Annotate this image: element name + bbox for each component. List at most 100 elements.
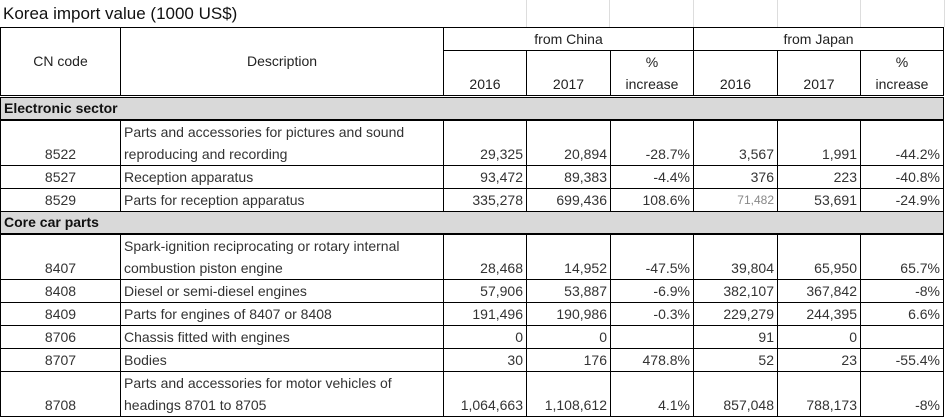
header-japan-pct: % increase	[860, 50, 944, 98]
china-2017-cell: 53,887	[526, 279, 611, 303]
japan-2016-cell: 229,279	[693, 302, 778, 326]
japan-pct-cell: -8%	[860, 371, 944, 417]
japan-pct-cell: -40.8%	[860, 165, 944, 189]
japan-2017-cell: 223	[777, 165, 861, 189]
section-row: Core car parts	[0, 211, 944, 235]
description-cell: Bodies	[120, 348, 444, 372]
header-from-china: from China	[443, 27, 694, 51]
china-pct-cell: -47.5%	[610, 233, 694, 280]
description-cell: Parts and accessories for pictures and s…	[120, 119, 444, 166]
china-2017-cell: 699,436	[526, 188, 611, 212]
japan-2016-cell: 52	[693, 348, 778, 372]
cn-code-cell: 8409	[0, 302, 121, 326]
china-2016-cell: 30	[443, 348, 527, 372]
cn-code-cell: 8707	[0, 348, 121, 372]
cn-code-cell: 8708	[0, 371, 121, 417]
japan-2017-cell: 65,950	[777, 233, 861, 280]
japan-2016-cell: 3,567	[693, 119, 778, 166]
japan-2016-cell: 376	[693, 165, 778, 189]
china-2016-cell: 0	[443, 325, 527, 349]
china-2016-cell: 335,278	[443, 188, 527, 212]
japan-2017-cell: 367,842	[777, 279, 861, 303]
description-cell: Spark-ignition reciprocating or rotary i…	[120, 233, 444, 280]
china-pct-cell: -4.4%	[610, 165, 694, 189]
japan-pct-cell: -55.4%	[860, 348, 944, 372]
header-description: Description	[120, 27, 444, 98]
table-row: 8708 Parts and accessories for motor vehi…	[0, 371, 944, 417]
japan-2017-cell: 244,395	[777, 302, 861, 326]
china-2017-cell: 1,108,612	[526, 371, 611, 417]
china-2017-cell: 20,894	[526, 119, 611, 166]
japan-pct-cell: -8%	[860, 279, 944, 303]
japan-2016-cell: 39,804	[693, 233, 778, 280]
header-cn-code: CN code	[0, 27, 121, 98]
empty-grid-cells	[443, 0, 945, 27]
header-from-japan: from Japan	[693, 27, 944, 51]
china-2017-cell: 190,986	[526, 302, 611, 326]
china-2016-cell: 93,472	[443, 165, 527, 189]
japan-pct-cell: -24.9%	[860, 188, 944, 212]
cn-code-cell: 8408	[0, 279, 121, 303]
header-row-2: 2016 2017 % increase 2016 2017 % increase	[1, 50, 944, 98]
description-cell: Parts for reception apparatus	[120, 188, 444, 212]
japan-pct-cell	[860, 325, 944, 349]
japan-pct-cell: -44.2%	[860, 119, 944, 166]
cn-code-cell: 8407	[0, 233, 121, 280]
description-cell: Chassis fitted with engines	[120, 325, 444, 349]
cn-code-cell: 8522	[0, 119, 121, 166]
china-pct-cell: 4.1%	[610, 371, 694, 417]
china-2017-cell: 89,383	[526, 165, 611, 189]
description-cell: Diesel or semi-diesel engines	[120, 279, 444, 303]
china-2016-cell: 1,064,663	[443, 371, 527, 417]
japan-2017-cell: 23	[777, 348, 861, 372]
china-pct-cell: -6.9%	[610, 279, 694, 303]
table-row: 8409 Parts for engines of 8407 or 8408 191…	[0, 302, 944, 326]
cn-code-cell: 8706	[0, 325, 121, 349]
header-japan-2017: 2017	[777, 50, 861, 98]
header-china-pct: % increase	[610, 50, 694, 98]
china-2016-cell: 29,325	[443, 119, 527, 166]
china-2017-cell: 176	[526, 348, 611, 372]
table-row: 8707 Bodies 30 176 478.8% 52 23 -55.4%	[0, 348, 944, 372]
china-pct-cell: 108.6%	[610, 188, 694, 212]
pct-label: increase	[875, 76, 929, 92]
cn-code-cell: 8527	[0, 165, 121, 189]
header-china-2017: 2017	[526, 50, 611, 98]
japan-pct-cell: 6.6%	[860, 302, 944, 326]
section-title: Core car parts	[0, 211, 944, 235]
table-row: 8706 Chassis fitted with engines 0 0 91 0	[0, 325, 944, 349]
china-pct-cell	[610, 325, 694, 349]
table-row: 8527 Reception apparatus 93,472 89,383 -4.4%…	[0, 165, 944, 189]
description-cell: Parts for engines of 8407 or 8408	[120, 302, 444, 326]
table-row: 8529 Parts for reception apparatus 335,278…	[0, 188, 944, 212]
description-cell: Parts and accessories for motor vehicles…	[120, 371, 444, 417]
table-row: 8407 Spark-ignition reciprocating or rota…	[0, 233, 944, 280]
pct-symbol: %	[645, 54, 659, 70]
japan-2017-cell: 788,173	[777, 371, 861, 417]
pct-label: increase	[625, 76, 679, 92]
header-china-2016: 2016	[443, 50, 527, 98]
japan-2016-cell: 857,048	[693, 371, 778, 417]
cn-code-cell: 8529	[0, 188, 121, 212]
description-cell: Reception apparatus	[120, 165, 444, 189]
japan-2016-cell: 382,107	[693, 279, 778, 303]
japan-pct-cell: 65.7%	[860, 233, 944, 280]
pct-symbol: %	[895, 54, 909, 70]
import-table: CN code Description from China from Japa…	[0, 27, 944, 417]
sheet-title: Korea import value (1000 US$)	[3, 4, 238, 23]
japan-2016-cell: 91	[693, 325, 778, 349]
china-pct-cell: -0.3%	[610, 302, 694, 326]
japan-2016-cell: 71,482	[693, 188, 778, 212]
china-2016-cell: 28,468	[443, 233, 527, 280]
section-row: Electronic sector	[0, 96, 944, 121]
japan-2017-cell: 53,691	[777, 188, 861, 212]
china-2016-cell: 57,906	[443, 279, 527, 303]
china-2017-cell: 14,952	[526, 233, 611, 280]
japan-2017-cell: 1,991	[777, 119, 861, 166]
section-title: Electronic sector	[0, 96, 944, 121]
china-pct-cell: -28.7%	[610, 119, 694, 166]
table-row: 8408 Diesel or semi-diesel engines 57,906 5…	[0, 279, 944, 303]
header-japan-2016: 2016	[693, 50, 778, 98]
header-row-1: CN code Description from China from Japa…	[0, 27, 944, 98]
china-2016-cell: 191,496	[443, 302, 527, 326]
